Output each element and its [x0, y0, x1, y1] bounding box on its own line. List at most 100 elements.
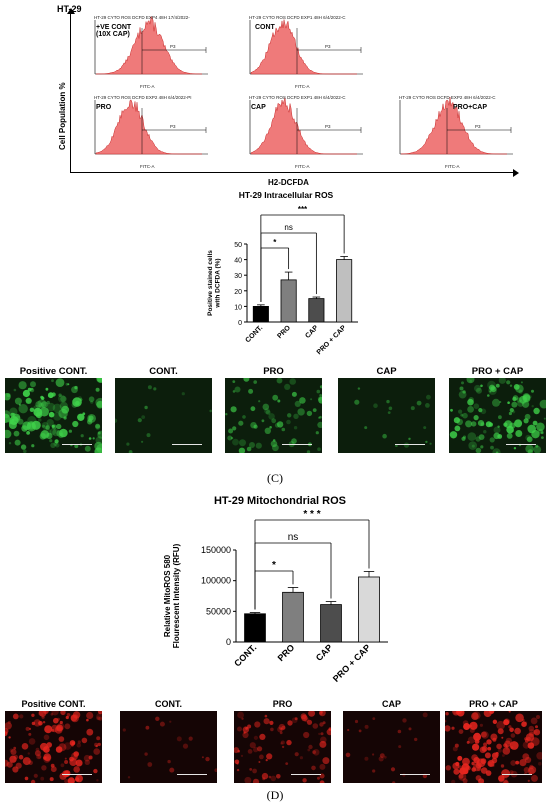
cell: [263, 718, 270, 725]
cell: [538, 761, 542, 766]
cell: [12, 713, 19, 720]
category-label: PRO: [276, 642, 297, 663]
cell: [72, 711, 81, 719]
cell: [307, 748, 311, 752]
cell: [8, 442, 12, 445]
cell: [61, 405, 70, 414]
cell: [268, 775, 272, 779]
micrograph-cells: [445, 711, 542, 783]
histogram-plot: [399, 97, 513, 155]
cell: [372, 753, 375, 756]
cell: [9, 748, 14, 752]
cell: [499, 401, 502, 403]
cell: [58, 736, 65, 742]
cell: [52, 411, 62, 421]
cell: [50, 442, 56, 448]
cell: [97, 711, 102, 715]
cell: [284, 383, 291, 390]
cell: [51, 379, 54, 383]
cell: [50, 766, 57, 773]
cell: [322, 757, 330, 765]
cell: [63, 742, 72, 750]
cell: [35, 401, 43, 408]
cell: [5, 731, 8, 737]
cell: [492, 398, 500, 407]
fluorescence-micrograph: [343, 711, 440, 783]
cell: [276, 378, 283, 384]
scale-bar: [395, 444, 425, 445]
cell: [493, 432, 500, 440]
histogram-x-label: FITC-A: [295, 84, 310, 89]
cell: [97, 430, 102, 439]
cell: [270, 440, 278, 448]
flow-histogram: HT-29 CYTO ROS DCFD EXP1 48H 6/4/2022-C C…: [245, 94, 363, 169]
cell: [527, 742, 535, 749]
cell: [509, 727, 514, 733]
cell: [71, 752, 79, 760]
cell: [242, 415, 246, 419]
cell: [86, 728, 94, 736]
cell: [55, 378, 65, 387]
cell: [520, 381, 523, 384]
cell: [22, 389, 30, 398]
cell: [478, 408, 483, 413]
cell: [247, 749, 253, 754]
cell: [13, 388, 17, 392]
cell: [502, 754, 505, 757]
fluorescence-micrograph: [225, 378, 322, 453]
cell: [408, 727, 412, 731]
cell: [253, 746, 259, 753]
cell: [306, 410, 313, 417]
cell: [29, 407, 35, 412]
cell: [261, 419, 265, 423]
y-tick-label: 30: [234, 273, 242, 280]
cell: [254, 721, 261, 728]
cell: [265, 759, 268, 762]
cell: [395, 444, 398, 447]
cell: [311, 765, 316, 771]
cell: [507, 401, 510, 404]
significance-label: ns: [288, 532, 299, 543]
cell: [458, 773, 464, 779]
cell: [480, 422, 485, 427]
cell: [485, 421, 492, 428]
cell: [285, 762, 289, 765]
cell: [466, 378, 475, 384]
cell: [357, 387, 361, 390]
cell: [47, 392, 54, 399]
cell: [498, 378, 506, 384]
cell: [13, 413, 21, 421]
cell: [483, 430, 487, 434]
significance-label: *: [273, 238, 277, 247]
micrograph-cells: [115, 385, 212, 453]
cell: [364, 724, 369, 729]
cell: [258, 400, 261, 403]
bar: [252, 306, 269, 323]
significance-label: ns: [284, 223, 292, 232]
y-tick-label: 50000: [206, 606, 231, 616]
fluorescence-micrograph: [449, 378, 546, 453]
cell: [492, 448, 501, 453]
cell: [522, 393, 531, 401]
cell: [95, 397, 102, 408]
cell: [49, 777, 54, 782]
cell: [14, 439, 21, 446]
cell: [24, 776, 29, 781]
histogram-x-label: FITC-A: [140, 164, 155, 169]
histogram-condition-label: CONT: [255, 24, 275, 31]
cell: [84, 759, 91, 765]
micrograph-cells: [234, 711, 331, 783]
cell: [230, 406, 237, 413]
chart-title: HT-29 Intracellular ROS: [239, 190, 334, 200]
cell: [525, 733, 535, 742]
cell: [264, 408, 270, 414]
cell: [480, 445, 484, 449]
cell: [86, 718, 89, 722]
cell: [303, 731, 310, 739]
micrograph-label: CONT.: [149, 366, 178, 377]
cell: [467, 398, 474, 406]
cell: [5, 722, 12, 730]
cell: [41, 765, 47, 771]
cell: [93, 748, 100, 755]
cell: [388, 406, 393, 411]
